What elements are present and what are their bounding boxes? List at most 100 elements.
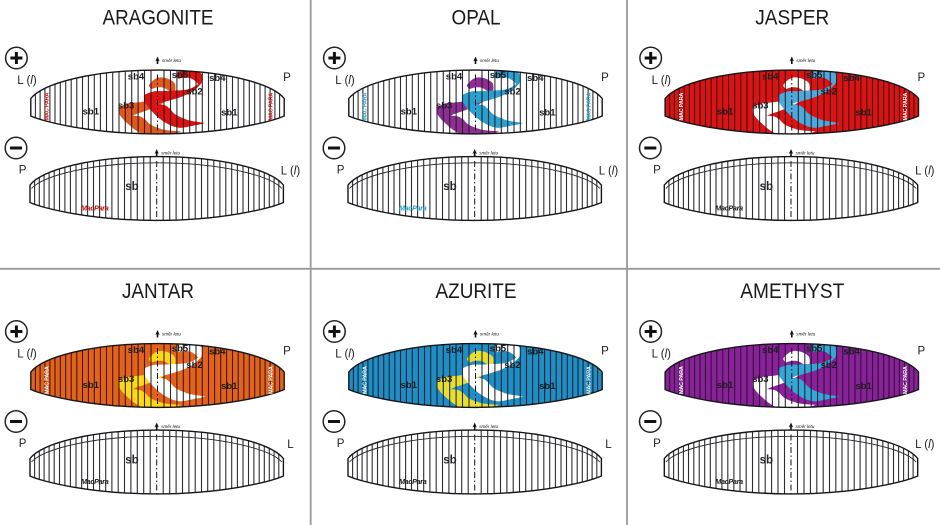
svg-text:MacPara: MacPara — [81, 204, 109, 213]
svg-text:sb1: sb1 — [401, 106, 418, 117]
svg-text:sb: sb — [760, 181, 773, 193]
svg-text:směr letu: směr letu — [480, 332, 499, 337]
svg-text:P: P — [337, 165, 345, 177]
svg-text:sb5: sb5 — [806, 343, 823, 354]
svg-text:směr letu: směr letu — [479, 151, 498, 156]
svg-text:L (l): L (l) — [17, 349, 37, 361]
svg-text:sb2: sb2 — [504, 86, 520, 97]
svg-text:sb3: sb3 — [118, 374, 134, 385]
svg-text:P: P — [337, 438, 345, 450]
svg-text:JASPER: JASPER — [755, 7, 829, 30]
svg-text:AZURITE: AZURITE — [436, 280, 517, 303]
svg-text:sb1: sb1 — [83, 106, 100, 117]
svg-text:sb1: sb1 — [855, 381, 872, 392]
svg-text:P: P — [917, 346, 925, 358]
svg-text:sb3: sb3 — [436, 374, 452, 385]
svg-text:MAC PARA: MAC PARA — [45, 93, 51, 121]
svg-text:MacPara: MacPara — [399, 477, 427, 486]
svg-text:sb5: sb5 — [490, 70, 507, 81]
svg-text:P: P — [653, 165, 661, 177]
svg-text:ARAGONITE: ARAGONITE — [103, 7, 214, 30]
svg-text:sb5: sb5 — [490, 343, 507, 354]
svg-text:L (l): L (l) — [915, 439, 935, 451]
svg-text:L: L — [605, 439, 612, 451]
svg-text:L (l): L (l) — [17, 75, 37, 87]
svg-text:sb4: sb4 — [128, 71, 145, 82]
svg-text:sb3: sb3 — [752, 100, 768, 111]
svg-text:sb1: sb1 — [221, 107, 238, 118]
svg-text:směr letu: směr letu — [161, 424, 180, 429]
svg-text:MacPara: MacPara — [81, 477, 109, 486]
svg-text:MAC PARA: MAC PARA — [45, 366, 51, 394]
svg-text:sb1: sb1 — [221, 381, 238, 392]
svg-text:sb: sb — [125, 455, 138, 467]
svg-text:směr letu: směr letu — [796, 58, 815, 63]
svg-text:sb5: sb5 — [172, 343, 189, 354]
svg-text:MAC PARA: MAC PARA — [903, 93, 909, 121]
svg-text:MAC PARA: MAC PARA — [903, 366, 909, 394]
svg-text:MAC PARA: MAC PARA — [587, 93, 593, 121]
svg-text:směr letu: směr letu — [796, 332, 815, 337]
svg-text:sb4: sb4 — [446, 71, 463, 82]
svg-text:sb: sb — [443, 455, 456, 467]
svg-text:MacPara: MacPara — [715, 477, 743, 486]
svg-text:L (l): L (l) — [335, 349, 355, 361]
svg-text:sb3: sb3 — [752, 374, 768, 385]
svg-text:L (l): L (l) — [335, 75, 355, 87]
svg-text:MAC PARA: MAC PARA — [363, 366, 369, 394]
svg-text:sb4: sb4 — [527, 347, 544, 358]
svg-text:sb4: sb4 — [446, 345, 463, 356]
svg-text:směr letu: směr letu — [480, 58, 499, 63]
svg-text:směr letu: směr letu — [796, 151, 815, 156]
svg-text:sb1: sb1 — [401, 380, 418, 391]
svg-text:směr letu: směr letu — [161, 151, 180, 156]
svg-text:OPAL: OPAL — [452, 7, 501, 30]
svg-text:AMETHYST: AMETHYST — [740, 280, 844, 303]
svg-text:sb2: sb2 — [821, 360, 837, 371]
svg-text:L (l): L (l) — [599, 166, 619, 178]
svg-text:L (l): L (l) — [281, 166, 301, 178]
svg-text:sb4: sb4 — [128, 345, 145, 356]
svg-text:sb: sb — [125, 181, 138, 193]
svg-text:L (l): L (l) — [915, 166, 935, 178]
svg-text:sb: sb — [443, 181, 456, 193]
svg-text:sb1: sb1 — [83, 380, 100, 391]
svg-text:sb4: sb4 — [762, 71, 779, 82]
svg-text:sb4: sb4 — [843, 73, 860, 84]
svg-text:MAC PARA: MAC PARA — [587, 366, 593, 394]
svg-text:sb4: sb4 — [843, 347, 860, 358]
svg-text:sb1: sb1 — [539, 107, 556, 118]
svg-text:P: P — [19, 165, 27, 177]
svg-text:sb3: sb3 — [436, 100, 452, 111]
svg-text:sb: sb — [760, 455, 773, 467]
svg-text:sb2: sb2 — [186, 86, 202, 97]
svg-text:směr letu: směr letu — [796, 424, 815, 429]
svg-text:sb4: sb4 — [209, 347, 226, 358]
svg-text:MAC PARA: MAC PARA — [363, 93, 369, 121]
svg-text:sb1: sb1 — [717, 380, 734, 391]
svg-text:P: P — [19, 438, 27, 450]
svg-text:sb4: sb4 — [762, 345, 779, 356]
svg-text:P: P — [601, 346, 609, 358]
svg-text:sb5: sb5 — [172, 70, 189, 81]
svg-text:směr letu: směr letu — [479, 424, 498, 429]
svg-text:MAC PARA: MAC PARA — [679, 93, 685, 121]
svg-text:L: L — [287, 439, 294, 451]
svg-text:MAC PARA: MAC PARA — [269, 93, 275, 121]
svg-text:sb3: sb3 — [118, 100, 134, 111]
svg-text:MacPara: MacPara — [399, 204, 427, 213]
svg-text:sb1: sb1 — [539, 381, 556, 392]
svg-text:P: P — [283, 346, 291, 358]
svg-text:sb4: sb4 — [209, 73, 226, 84]
svg-text:sb5: sb5 — [806, 70, 823, 81]
svg-text:směr letu: směr letu — [162, 58, 181, 63]
svg-text:MAC PARA: MAC PARA — [269, 366, 275, 394]
svg-text:sb2: sb2 — [821, 86, 837, 97]
svg-text:P: P — [917, 72, 925, 84]
svg-text:MAC PARA: MAC PARA — [679, 366, 685, 394]
svg-text:sb4: sb4 — [527, 73, 544, 84]
svg-text:L (l): L (l) — [652, 75, 672, 87]
svg-text:L (l): L (l) — [652, 349, 672, 361]
svg-text:P: P — [283, 72, 291, 84]
svg-text:směr letu: směr letu — [162, 332, 181, 337]
